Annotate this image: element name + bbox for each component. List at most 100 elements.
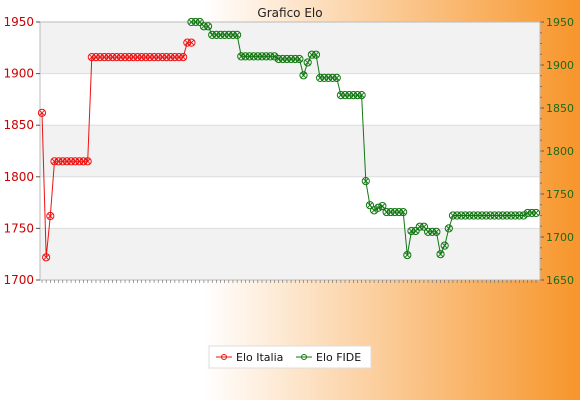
data-point-cross [334, 75, 340, 81]
data-point-cross [230, 32, 236, 38]
data-point-cross [39, 110, 45, 116]
data-point [403, 250, 412, 260]
data-point-cross [105, 54, 112, 60]
data-point-cross [533, 210, 539, 216]
data-point-cross [338, 92, 344, 98]
right-y-axis: 1650 1700 1750 1800 1850 1900 1950 [540, 16, 574, 287]
data-point [270, 52, 279, 61]
data-point-cross [292, 56, 298, 62]
data-point-cross [72, 158, 78, 165]
data-point-cross [221, 32, 228, 38]
data-point-cross [271, 53, 278, 60]
data-point-cross [155, 54, 161, 60]
data-point [370, 206, 379, 215]
data-point-cross [159, 54, 166, 60]
data-point-cross [89, 54, 95, 60]
data-point [357, 91, 366, 100]
data-point-cross [450, 212, 456, 219]
data-point-cross [275, 56, 282, 62]
data-point [295, 54, 304, 64]
x-axis [41, 280, 537, 283]
data-point-cross [500, 212, 506, 219]
right-tick-label: 1900 [546, 59, 574, 72]
left-tick-label: 1950 [3, 15, 34, 29]
data-point-cross [466, 212, 473, 219]
data-point-cross [55, 158, 62, 165]
data-point-cross [234, 32, 240, 38]
series-elo-fide [187, 17, 541, 260]
data-point-cross [126, 54, 132, 60]
data-point-cross [358, 92, 365, 98]
data-point-cross [296, 56, 303, 62]
data-point [311, 50, 321, 59]
data-point-cross [300, 72, 307, 79]
data-point-cross [375, 205, 381, 211]
data-point-cross [363, 178, 369, 184]
data-point-cross [479, 212, 485, 219]
data-point-cross [176, 54, 182, 60]
data-point-cross [325, 75, 332, 81]
left-tick-label: 1750 [3, 221, 34, 235]
data-point-cross [487, 212, 494, 219]
data-point-cross [267, 53, 274, 60]
left-tick-label: 1700 [3, 273, 34, 287]
data-point-cross [213, 32, 220, 38]
data-point-cross [350, 92, 357, 98]
data-point [37, 108, 47, 117]
legend-item: Elo Italia [216, 351, 283, 364]
right-tick-label: 1800 [546, 145, 574, 158]
data-point-cross [520, 212, 527, 219]
data-point-cross [143, 54, 149, 60]
data-point-cross [188, 19, 195, 25]
data-point-cross [64, 158, 70, 165]
data-point [531, 208, 541, 218]
legend-label: Elo Italia [236, 351, 283, 364]
data-point [419, 222, 429, 231]
data-point-cross [138, 54, 145, 60]
data-point [83, 157, 92, 166]
data-point [411, 226, 420, 236]
data-point-cross [84, 158, 91, 165]
data-point-cross [43, 254, 49, 261]
data-point-cross [475, 212, 481, 219]
data-point-cross [437, 251, 444, 257]
data-point-cross [172, 54, 178, 60]
data-point-cross [508, 212, 514, 219]
grid-band [40, 22, 540, 74]
data-point-cross [101, 54, 107, 60]
data-point-cross [313, 51, 319, 58]
left-tick-label: 1900 [3, 67, 34, 81]
data-point [378, 201, 387, 211]
data-point [42, 253, 51, 262]
data-point-cross [387, 209, 394, 215]
legend-swatch-marker [221, 354, 227, 360]
data-point [519, 211, 528, 220]
data-point-cross [329, 75, 336, 81]
data-point-cross [441, 242, 448, 249]
data-point-cross [93, 54, 99, 60]
data-point-cross [383, 209, 390, 215]
data-point-cross [238, 53, 244, 60]
data-point-cross [255, 53, 261, 60]
data-point [432, 227, 441, 236]
data-point-cross [109, 54, 116, 60]
data-point-cross [429, 229, 435, 235]
data-point-cross [495, 212, 502, 219]
data-point-cross [346, 92, 352, 98]
data-point-cross [317, 75, 323, 81]
grid-band [40, 228, 540, 280]
data-point-cross [209, 32, 215, 38]
data-point [203, 22, 213, 31]
data-point-cross [342, 92, 348, 98]
data-point-cross [47, 213, 54, 219]
data-point-cross [68, 158, 74, 165]
data-point-cross [246, 53, 253, 60]
data-point-cross [354, 92, 361, 98]
data-point-cross [446, 225, 452, 232]
right-tick-label: 1850 [546, 102, 574, 115]
legend-swatch-marker [301, 354, 307, 360]
data-point [195, 17, 204, 27]
data-point [440, 241, 449, 250]
data-point-cross [288, 56, 294, 62]
data-point-cross [217, 32, 224, 38]
